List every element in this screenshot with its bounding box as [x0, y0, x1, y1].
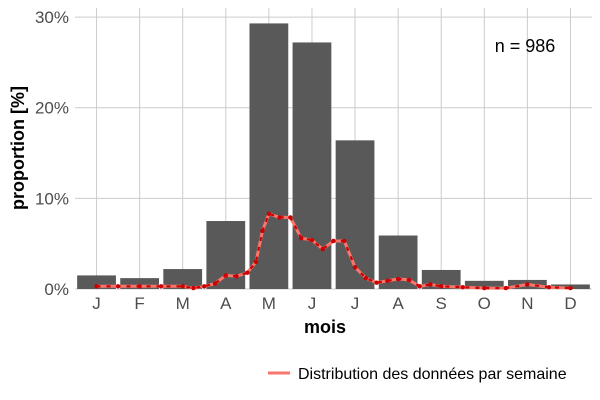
x-tick-label: J	[92, 294, 101, 313]
series-point	[234, 274, 239, 279]
bar	[163, 269, 203, 289]
y-tick-label: 20%	[35, 99, 69, 118]
series-point	[503, 285, 509, 291]
series-point	[94, 284, 99, 289]
series-point	[460, 284, 465, 290]
bar	[464, 280, 504, 289]
y-axis: 0% 10% 20% 30%	[35, 8, 69, 299]
y-tick-label: 30%	[35, 8, 69, 27]
series-point	[266, 211, 272, 216]
x-tick-label: F	[134, 294, 144, 313]
series-point	[115, 284, 121, 289]
series-point	[158, 284, 164, 289]
annotation: n = 986	[495, 36, 556, 56]
series-point	[202, 284, 207, 289]
x-tick-label: J	[308, 294, 317, 313]
legend-label: Distribution des données par semaine	[298, 366, 567, 383]
series-point	[525, 282, 530, 287]
series-point	[374, 280, 379, 285]
series-point	[191, 285, 196, 291]
series-point	[546, 284, 552, 290]
series-point	[482, 285, 487, 291]
series-point	[245, 270, 250, 275]
series-point	[298, 236, 304, 241]
series-point	[212, 281, 218, 286]
y-tick-label: 0%	[44, 280, 69, 299]
series-point	[260, 228, 265, 234]
series-line-dashed	[96, 212, 571, 290]
x-tick-label: O	[478, 294, 491, 313]
y-tick-label: 10%	[35, 189, 69, 208]
x-tick-label: A	[220, 294, 232, 313]
weekly-line	[94, 211, 573, 291]
series-point	[223, 273, 228, 278]
legend: Distribution des données par semaine	[268, 366, 567, 383]
bars	[77, 23, 590, 290]
series-point	[428, 282, 433, 287]
series-point	[385, 278, 390, 284]
x-tick-label: M	[176, 294, 190, 313]
series-point	[320, 246, 325, 252]
series-point	[568, 285, 573, 291]
series-point	[342, 238, 347, 244]
x-tick-label: A	[392, 294, 404, 313]
bar	[249, 23, 289, 290]
series-point	[253, 259, 259, 265]
bar	[292, 42, 332, 289]
series-point	[137, 284, 142, 289]
series-point	[180, 284, 185, 289]
series-point	[406, 277, 412, 283]
y-axis-label: proportion [%]	[8, 86, 28, 210]
series-point	[277, 215, 282, 220]
series-point	[309, 237, 315, 243]
series-point	[363, 275, 369, 281]
x-tick-label: D	[564, 294, 576, 313]
series-point	[288, 215, 293, 220]
bar	[206, 221, 246, 289]
x-axis-label: mois	[304, 317, 346, 337]
x-tick-label: J	[351, 294, 360, 313]
series-point	[439, 284, 444, 289]
series-point	[352, 265, 358, 270]
bar	[120, 278, 160, 289]
series-point	[417, 284, 422, 289]
series-point	[395, 276, 401, 282]
x-tick-label: S	[436, 294, 447, 313]
x-tick-label: M	[262, 294, 276, 313]
x-tick-label: N	[521, 294, 533, 313]
series-point	[331, 238, 336, 244]
